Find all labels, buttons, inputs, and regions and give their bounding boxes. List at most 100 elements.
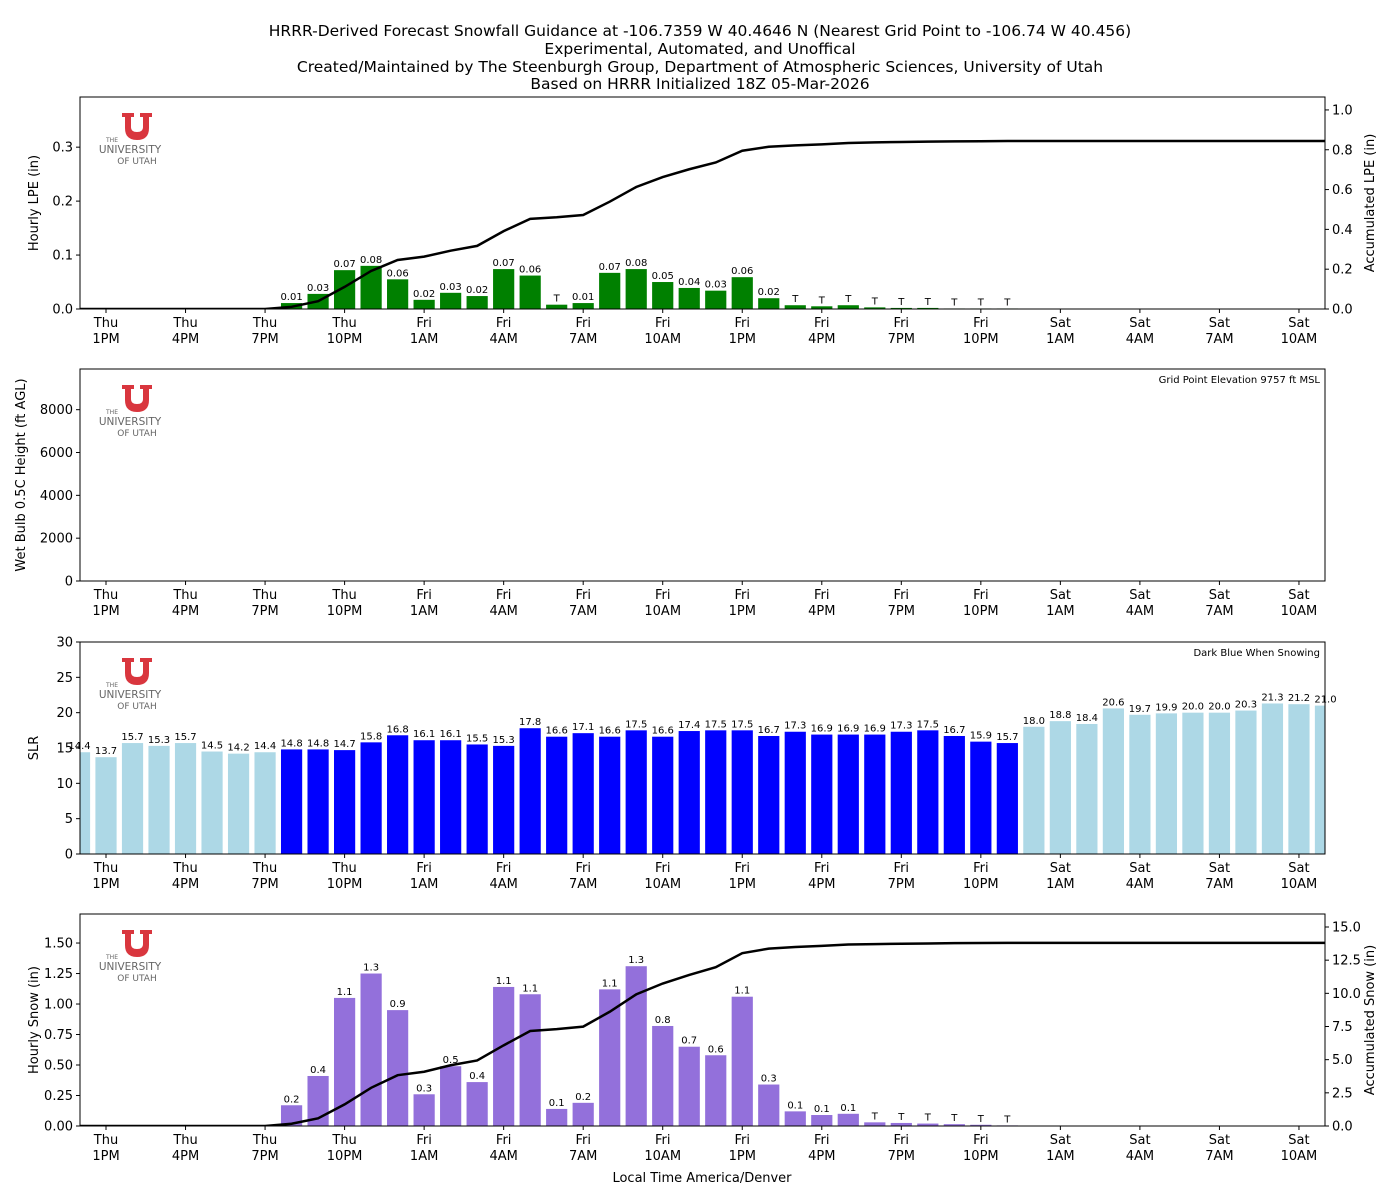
logo-the: THE	[105, 137, 118, 144]
x-tick-label: 1AM	[1046, 332, 1074, 347]
bar-label: 0.2	[575, 1092, 591, 1103]
bar-label: 1.1	[602, 978, 618, 989]
bar	[148, 745, 170, 854]
bar-label: 0.3	[761, 1074, 777, 1085]
bar-label: 16.9	[837, 724, 859, 735]
y2-axis-label: Accumulated LPE (in)	[1363, 134, 1378, 273]
x-tick-label: Thu	[331, 1133, 356, 1148]
x-tick-label: 4AM	[489, 1149, 517, 1164]
bar	[519, 994, 541, 1126]
title-line-3: Created/Maintained by The Steenburgh Gro…	[296, 58, 1104, 76]
bar	[678, 287, 700, 309]
bar-label: 15.8	[360, 731, 382, 742]
x-tick-label: 1PM	[92, 332, 119, 347]
x-tick-label: 1PM	[729, 877, 756, 892]
x-tick-label: Thu	[252, 1133, 277, 1148]
bar-label: 1.3	[628, 955, 644, 966]
bar	[1155, 713, 1178, 854]
y-tick-label: 0.75	[44, 1028, 73, 1043]
bar-label: 17.5	[705, 719, 727, 730]
bar-label: 0.9	[390, 999, 406, 1010]
title-line-1: HRRR-Derived Forecast Snowfall Guidance …	[268, 22, 1132, 40]
logo-of-utah: OF UTAH	[117, 974, 156, 984]
bar-label: 14.4	[254, 741, 276, 752]
bar-label: 1.1	[496, 976, 512, 987]
y2-tick-label: 2.5	[1332, 1086, 1353, 1101]
x-tick-label: 10AM	[644, 877, 681, 892]
bars	[80, 703, 1325, 854]
x-tick-label: Thu	[252, 316, 277, 331]
x-tick-label: 1AM	[410, 1149, 438, 1164]
bar-label: 0.03	[307, 283, 329, 294]
x-tick-label: Fri	[814, 861, 830, 876]
y2-tick-label: 0.8	[1332, 143, 1353, 158]
x-tick-label: 1PM	[729, 1149, 756, 1164]
bar	[811, 306, 833, 309]
x-tick-label: 4PM	[808, 332, 835, 347]
bar	[1288, 704, 1310, 854]
x-tick-label: Fri	[735, 861, 751, 876]
y2-tick-label: 12.5	[1332, 954, 1361, 969]
y-tick-label: 10	[56, 777, 73, 792]
bar-label: 20.0	[1208, 702, 1230, 713]
x-tick-label: 10AM	[644, 604, 681, 619]
bar	[307, 1075, 329, 1126]
bar	[280, 1105, 303, 1126]
axes-frame	[79, 368, 1326, 582]
x-tick-label: Fri	[894, 1133, 910, 1148]
bar-label: 14.7	[333, 739, 355, 750]
x-tick-label: Fri	[416, 1133, 432, 1148]
bar	[1102, 708, 1124, 854]
x-tick-label: Fri	[655, 861, 671, 876]
x-tick-label: 10PM	[327, 332, 363, 347]
university-of-utah-logo-icon	[122, 113, 152, 140]
bar-label: 15.7	[174, 732, 196, 743]
bar-label: 0.07	[333, 259, 355, 270]
x-axis-label: Local Time America/Denver	[612, 1171, 792, 1186]
x-tick-label: Sat	[1050, 1133, 1071, 1148]
bar	[572, 733, 594, 854]
x-tick-label: 10AM	[1281, 1149, 1318, 1164]
x-tick-label: Sat	[1050, 316, 1071, 331]
bar	[1049, 721, 1071, 854]
bar	[784, 305, 806, 309]
x-tick-label: Fri	[894, 588, 910, 603]
bar	[95, 757, 117, 854]
bar	[413, 1094, 435, 1126]
x-tick-label: 4PM	[808, 604, 835, 619]
x-tick-label: 10AM	[644, 332, 681, 347]
bar	[413, 740, 435, 854]
bar	[917, 1123, 939, 1126]
y-tick-label: 8000	[40, 403, 73, 418]
bar	[652, 1025, 674, 1126]
bar	[890, 1122, 912, 1126]
bar	[1208, 712, 1231, 854]
bar-label: 17.1	[572, 722, 594, 733]
x-tick-label: 1PM	[92, 604, 119, 619]
x-tick-label: Thu	[93, 588, 118, 603]
bar-label: 0.06	[731, 266, 753, 277]
logo-university: UNIVERSITY	[99, 961, 162, 973]
logo-of-utah: OF UTAH	[117, 157, 156, 167]
x-tick-label: Fri	[575, 316, 591, 331]
x-tick-label: 4AM	[1126, 332, 1154, 347]
bar-label: 0.05	[652, 271, 674, 282]
bar-label: 21.2	[1288, 693, 1310, 704]
x-tick-label: 4PM	[172, 877, 199, 892]
bar-label: 13.7	[95, 746, 117, 757]
x-tick-label: 4AM	[489, 332, 517, 347]
x-tick-label: 7PM	[888, 332, 915, 347]
y-tick-label: 5	[65, 812, 73, 827]
x-tick-label: Fri	[496, 861, 512, 876]
bar-label: T	[950, 297, 958, 308]
x-tick-label: Sat	[1129, 861, 1150, 876]
x-tick-label: 7AM	[1205, 1149, 1233, 1164]
logo-the: THE	[105, 954, 118, 961]
x-tick-label: 4AM	[1126, 877, 1154, 892]
bar-label: 16.1	[413, 729, 435, 740]
x-tick-label: Fri	[416, 861, 432, 876]
bar-label: 0.3	[416, 1083, 432, 1094]
bar	[307, 749, 329, 854]
